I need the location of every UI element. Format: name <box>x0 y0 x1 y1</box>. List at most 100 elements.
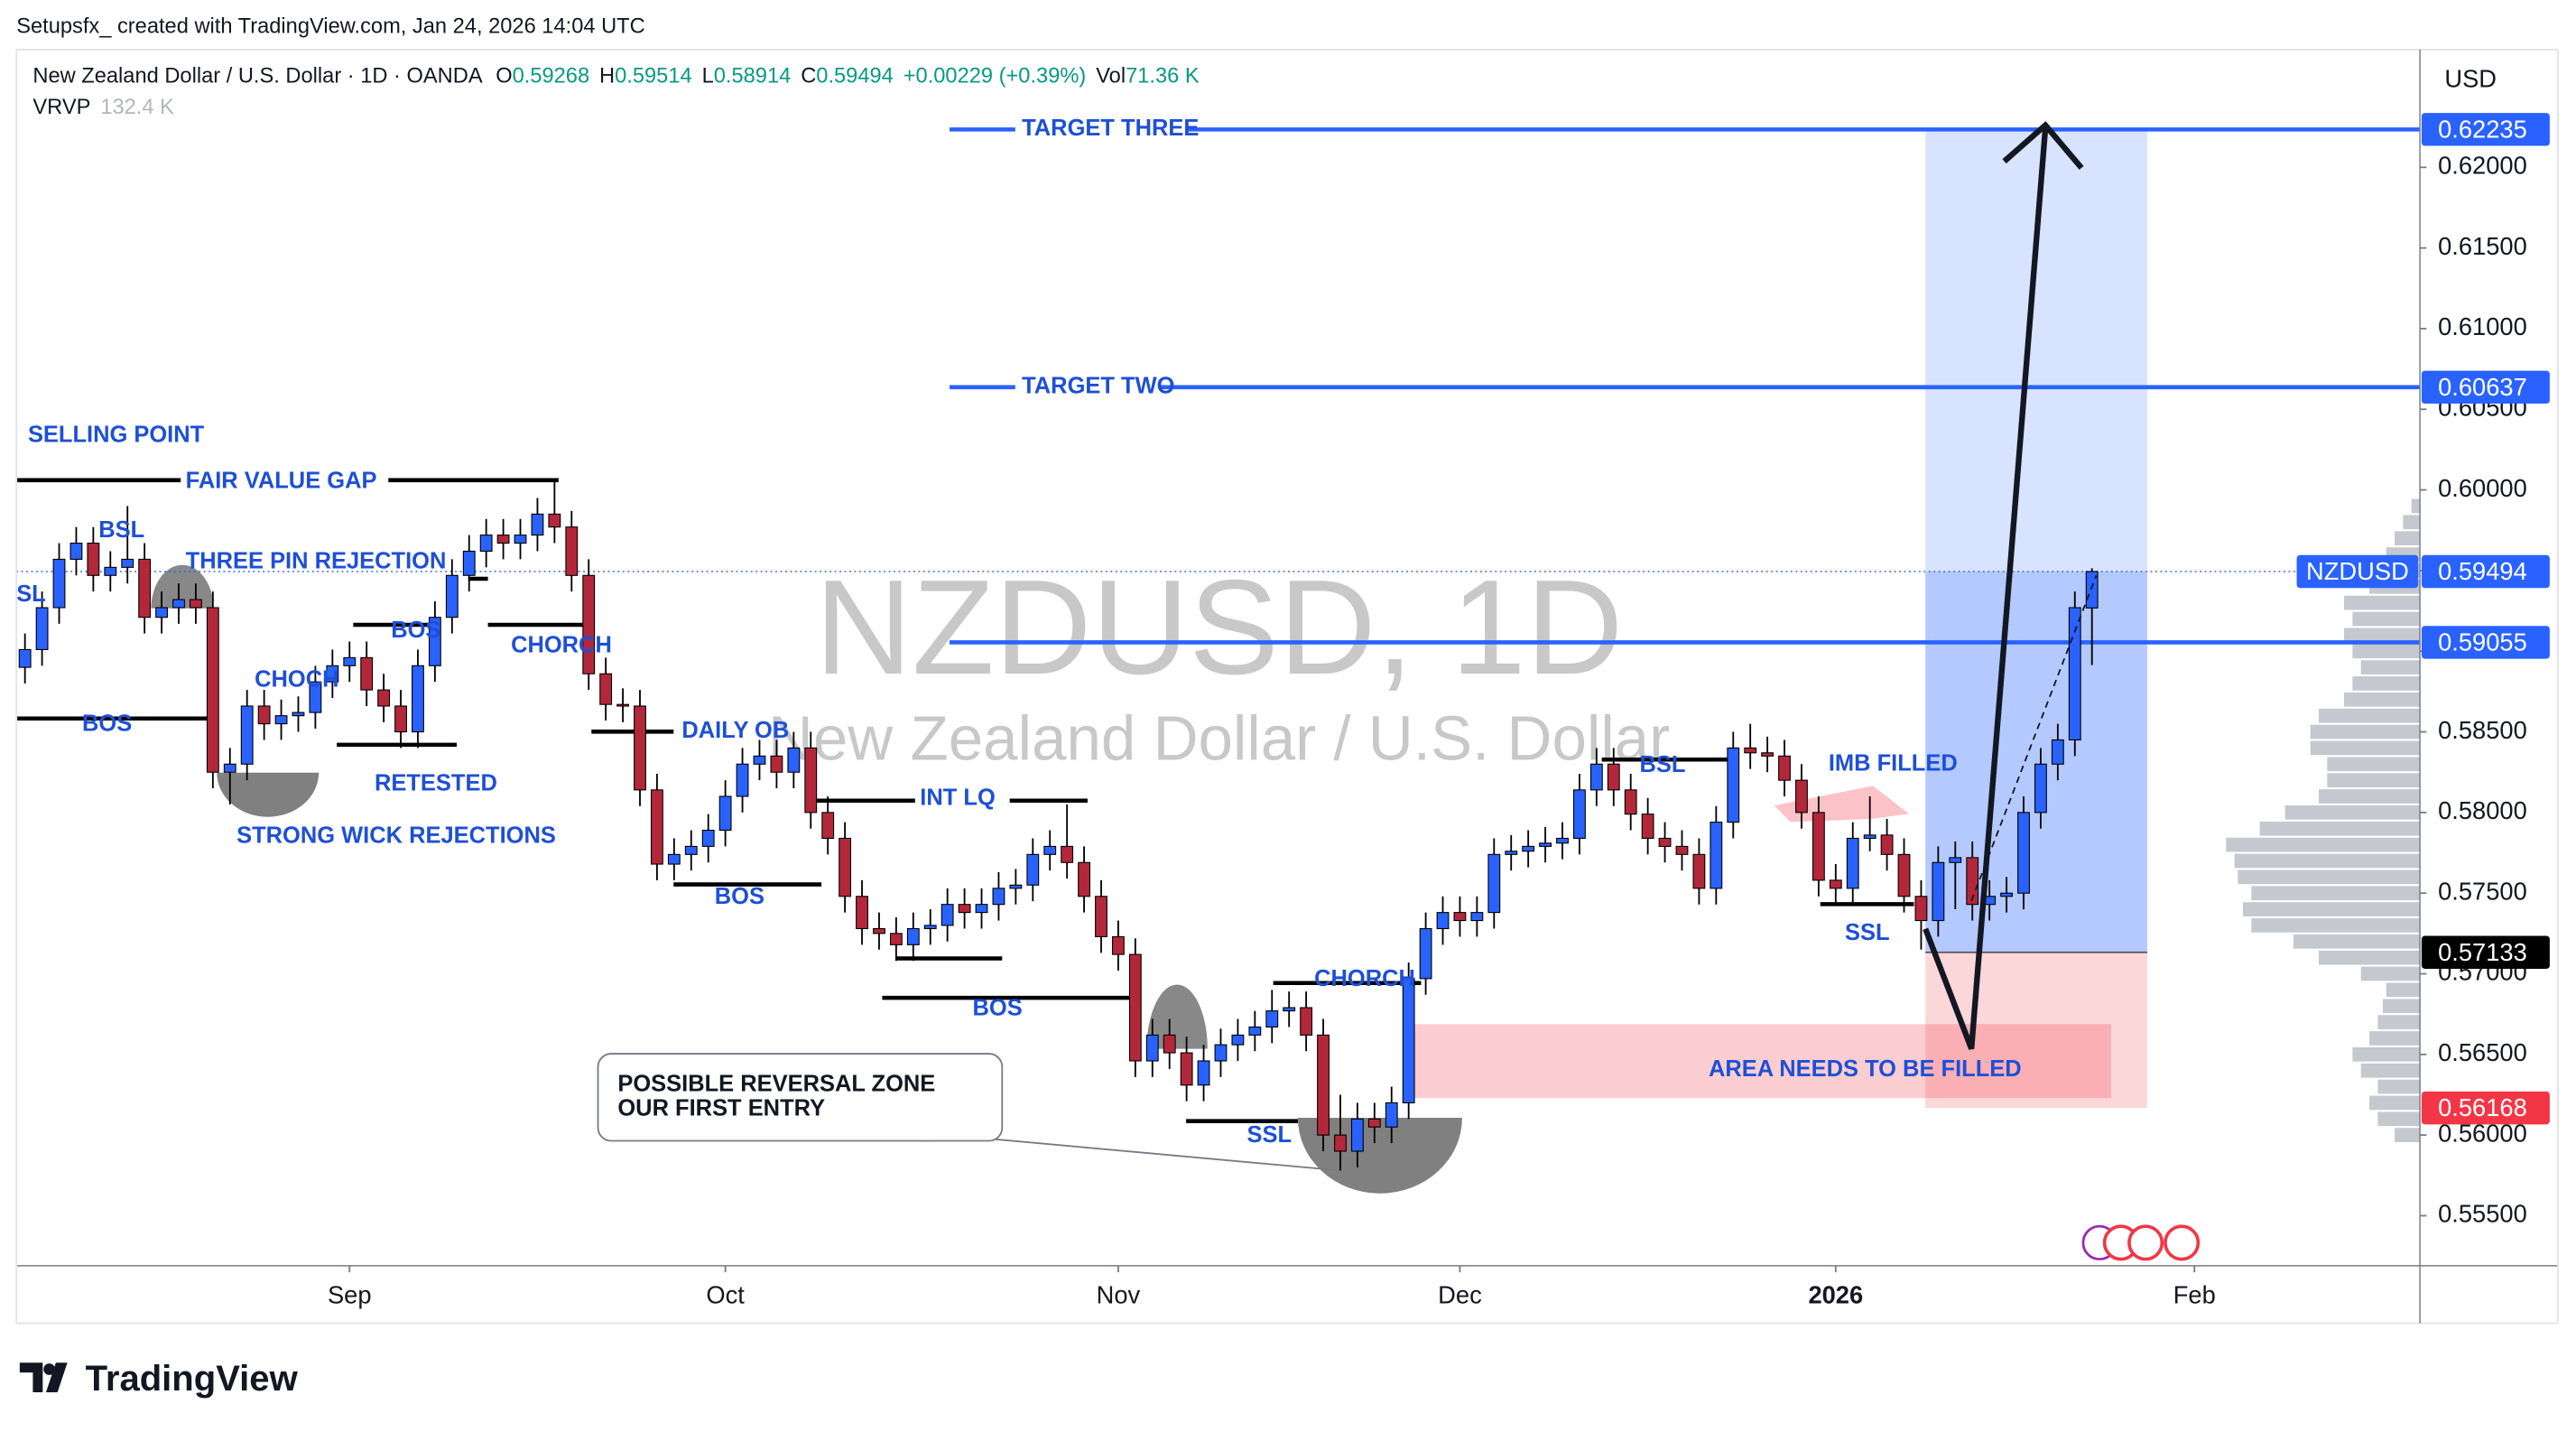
candle-body <box>1932 861 1945 922</box>
candle-body <box>1556 837 1569 844</box>
annotation: BSL <box>98 517 144 543</box>
candle-body <box>1419 927 1432 980</box>
y-tick-label: 0.61000 <box>2438 312 2527 340</box>
label-bg <box>181 469 389 496</box>
price-badge <box>2421 626 2550 659</box>
indicator: VRVP 132.4 K <box>32 96 174 119</box>
candle-body <box>1317 1034 1330 1136</box>
annotation: AREA NEEDS TO BE FILLED <box>1709 1056 2022 1082</box>
candle-body <box>1112 935 1125 955</box>
candle-body <box>1283 1007 1296 1012</box>
candle-body <box>1367 1118 1381 1128</box>
volume-profile-bar <box>2369 1031 2421 1046</box>
candle-body <box>223 763 236 773</box>
price-badge-label: 0.62235 <box>2438 115 2527 143</box>
candle-body <box>1539 842 1552 847</box>
candle-body <box>1573 789 1586 840</box>
candle-body <box>1248 1026 1262 1036</box>
candle-body <box>684 845 698 855</box>
candle-body <box>121 558 134 568</box>
candle-body <box>1402 978 1415 1103</box>
candle-body <box>1350 1118 1364 1152</box>
candle-body <box>821 812 835 840</box>
candle-body <box>1795 779 1808 814</box>
candle-body <box>634 705 646 791</box>
volume-profile-bar <box>2352 676 2421 691</box>
y-tick-label: 0.58000 <box>2438 796 2527 824</box>
price-badge-label: 0.59494 <box>2438 557 2527 585</box>
candle-body <box>69 543 83 560</box>
volume-profile-bar <box>2377 1079 2421 1094</box>
candle-body <box>941 904 954 926</box>
annotation: BOS <box>391 618 440 643</box>
logo-icon <box>43 1363 55 1375</box>
projection-line <box>1970 575 2098 902</box>
candle-body <box>565 526 579 576</box>
annotation: CHORCH <box>1314 966 1415 991</box>
plot: TARGET THREE TARGET TWO SELLING POINT FAIR … <box>16 116 2421 1194</box>
volume-profile-bar <box>2259 821 2421 836</box>
candle-body <box>1710 822 1723 889</box>
candle-body <box>18 648 32 668</box>
candle-body <box>736 763 749 797</box>
candle-body <box>1163 1034 1176 1054</box>
volume-profile-bar <box>2344 628 2421 643</box>
volume-profile-bar <box>2319 708 2421 723</box>
candle-body <box>2051 739 2064 765</box>
x-tick-label: Feb <box>2173 1281 2216 1309</box>
indicator-name: VRVP <box>32 96 90 119</box>
watermark-subtitle: New Zealand Dollar / U.S. Dollar <box>768 702 1670 773</box>
label-bg <box>914 786 1010 813</box>
logo-icon <box>19 1362 68 1392</box>
candle-body <box>1470 912 1484 922</box>
annotation: BOS <box>973 996 1023 1021</box>
candle-body <box>1061 845 1074 863</box>
volume-profile-bar <box>2310 740 2421 756</box>
candle-body <box>889 933 903 945</box>
candle-body <box>1949 857 1962 863</box>
event-icon <box>2164 1224 2201 1261</box>
volume-profile-bar <box>2377 1111 2421 1127</box>
candle-body <box>975 904 988 914</box>
price-badge <box>2421 370 2550 404</box>
volume-label: Vol <box>1096 64 1126 88</box>
x-tick-label: Dec <box>1438 1281 1482 1309</box>
volume-value: 71.36 K <box>1126 64 1200 88</box>
candle-body <box>1300 1007 1313 1036</box>
annotation: THREE PIN REJECTION <box>186 549 447 574</box>
symbol-name: New Zealand Dollar / U.S. Dollar · 1D · … <box>32 64 482 88</box>
symbol-badge-label: NZDUSD <box>2306 557 2409 585</box>
volume-profile-bar <box>2251 918 2421 933</box>
volume-profile-bar <box>2360 660 2421 674</box>
annotation: INT LQ <box>920 786 995 811</box>
volume-profile-bar <box>2327 757 2421 772</box>
price-badge-label: 0.57133 <box>2438 938 2527 966</box>
candle-body <box>377 689 391 707</box>
candle-body <box>1265 1010 1279 1028</box>
candle-body <box>445 574 459 618</box>
x-tick-label: Nov <box>1097 1281 1141 1309</box>
price-badge <box>2421 113 2550 146</box>
trade-arrow <box>1923 128 2049 1050</box>
volume-profile-bar <box>2242 902 2421 916</box>
ohlc-value: 0.58914 <box>714 64 792 88</box>
price-badge <box>2421 554 2550 589</box>
level-label: TARGET THREE <box>1022 116 1199 141</box>
symbol-line: New Zealand Dollar / U.S. Dollar · 1D · … <box>32 64 1199 88</box>
change: +0.00229 (+0.39%) <box>903 64 1087 88</box>
price-badge <box>2421 935 2550 969</box>
logo: TradingView <box>19 1359 299 1399</box>
annotation: SL <box>16 581 46 607</box>
candle-body <box>1009 884 1023 889</box>
wick-shape <box>217 772 320 817</box>
volume-profile-bar <box>2234 853 2421 869</box>
label-bg <box>1015 376 1161 399</box>
volume-profile-bar <box>2403 515 2421 530</box>
candle-body <box>1658 837 1672 847</box>
candle-body <box>1487 853 1501 914</box>
y-tick-label: 0.62000 <box>2438 152 2527 180</box>
candle-body <box>958 904 971 914</box>
price-badge-label: 0.59055 <box>2438 628 2527 656</box>
